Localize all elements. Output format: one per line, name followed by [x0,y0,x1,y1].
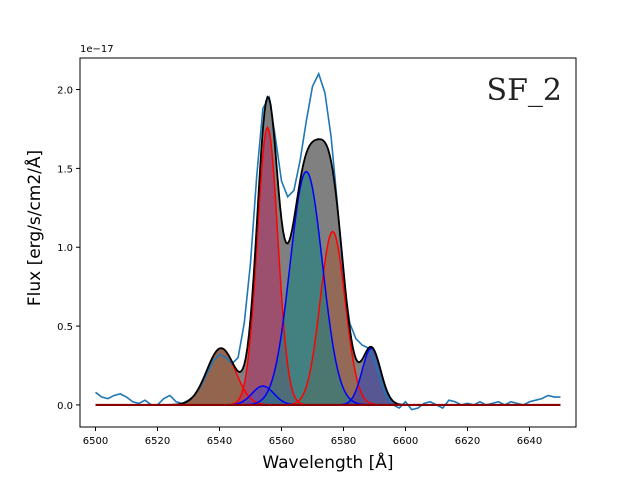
x-axis-ticks: 6500 6520 6540 6560 6580 6600 6620 6640 [83,427,542,447]
y-tick-label: 0.5 [57,322,73,333]
y-tick-label: 2.0 [57,86,73,97]
x-tick-label: 6540 [207,436,232,447]
y-axis-ticks: 0.0 0.5 1.0 1.5 2.0 [57,86,80,412]
x-axis-label: Wavelength [Å] [262,451,393,473]
x-tick-label: 6500 [83,436,108,447]
y-offset-label: 1e−17 [80,44,114,55]
x-tick-label: 6520 [145,436,170,447]
chart-annotation: SF_2 [487,73,562,108]
x-tick-label: 6600 [393,436,418,447]
x-tick-label: 6620 [455,436,480,447]
x-tick-label: 6560 [269,436,294,447]
y-axis-label: Flux [erg/s/cm2/Å] [23,150,45,306]
y-tick-label: 1.5 [57,164,73,175]
y-tick-label: 0.0 [57,401,73,412]
component-fill-5 [95,171,561,405]
plot-frame [79,57,577,428]
y-tick-label: 1.0 [57,243,73,254]
x-tick-label: 6580 [331,436,356,447]
observed-spectrum-line [95,71,561,411]
x-tick-label: 6640 [517,436,542,447]
component-lines [95,71,561,411]
